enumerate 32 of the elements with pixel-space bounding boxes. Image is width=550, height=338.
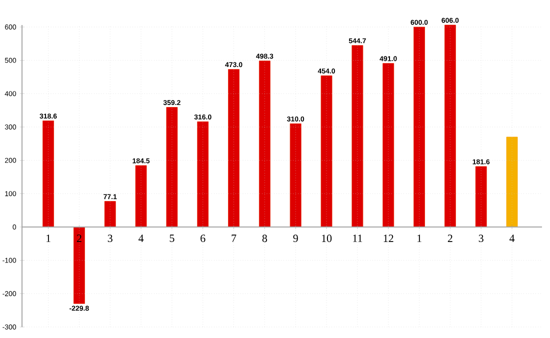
bar — [320, 75, 332, 228]
x-tick-label: 7 — [232, 234, 236, 242]
bar — [74, 226, 85, 304]
x-tick-label: 2 — [76, 234, 82, 242]
x-tick-label: 11 — [353, 234, 362, 242]
x-tick-label: 1 — [417, 234, 422, 242]
x-tick-label: 12 — [384, 234, 394, 242]
bar — [104, 201, 116, 228]
x-tick-label: 3 — [108, 234, 112, 242]
bar — [444, 24, 456, 228]
x-tick-label: 5 — [170, 234, 174, 242]
bar — [290, 123, 302, 228]
bar — [258, 60, 270, 228]
x-tick-label: 9 — [293, 234, 298, 242]
bar — [197, 121, 209, 228]
x-tick-label: 1 — [46, 234, 50, 242]
bar — [506, 136, 518, 228]
x-tick-label: 10 — [322, 234, 332, 242]
bar — [352, 45, 364, 228]
bar — [166, 107, 178, 228]
x-tick-label: 4 — [509, 234, 515, 242]
bar — [42, 120, 54, 228]
bar — [414, 26, 425, 228]
x-tick-label: 3 — [478, 234, 484, 242]
x-tick-label: 2 — [448, 234, 452, 242]
x-tick-label: 6 — [200, 234, 206, 242]
bar — [382, 63, 394, 228]
x-tick-label: 4 — [138, 234, 144, 242]
x-tick-label: 8 — [262, 234, 268, 242]
bar — [475, 166, 487, 228]
bar — [135, 165, 147, 228]
bar — [228, 69, 240, 228]
